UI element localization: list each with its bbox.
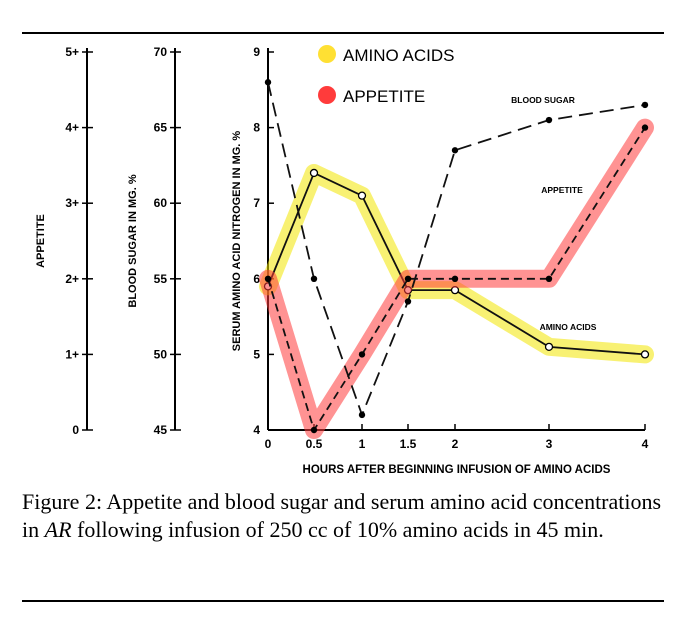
data-point-blood-sugar bbox=[264, 79, 272, 86]
axis-tick-label-appetite: 4+ bbox=[65, 121, 79, 135]
axis-tick-label-amino_nitrogen: 7 bbox=[253, 196, 260, 210]
data-point-blood-sugar bbox=[545, 116, 553, 124]
data-point-appetite bbox=[451, 275, 459, 282]
x-tick-label: 0 bbox=[265, 437, 272, 451]
axis-label-amino_nitrogen: SERUM AMINO ACID NITROGEN IN MG. % bbox=[231, 131, 243, 352]
axis-tick-label-amino_nitrogen: 6 bbox=[253, 272, 260, 286]
caption-italic: AR bbox=[44, 517, 72, 542]
axis-label-appetite: APPETITE bbox=[35, 214, 47, 268]
axis-tick-label-appetite: 0 bbox=[72, 423, 79, 437]
annotation-blood-sugar: BLOOD SUGAR bbox=[511, 95, 575, 105]
axis-tick-label-appetite: 3+ bbox=[65, 196, 79, 210]
data-point-amino-acids bbox=[544, 342, 554, 351]
data-point-appetite bbox=[404, 275, 412, 282]
annotation-appetite: APPETITE bbox=[541, 185, 583, 195]
annotation-amino-acids: AMINO ACIDS bbox=[540, 322, 597, 332]
data-point-amino-acids bbox=[309, 168, 319, 178]
legend-swatch-amino-acids bbox=[318, 45, 336, 63]
data-point-appetite bbox=[358, 351, 366, 358]
data-point-blood-sugar bbox=[310, 275, 318, 282]
axis-tick-label-blood_sugar: 45 bbox=[154, 423, 168, 437]
data-point-amino-acids bbox=[357, 191, 367, 200]
data-point-blood-sugar bbox=[358, 411, 366, 419]
axis-tick-label-appetite: 5+ bbox=[65, 45, 79, 59]
data-point-appetite bbox=[264, 275, 272, 282]
data-point-amino-acids bbox=[640, 350, 650, 359]
legend-label-amino-acids: AMINO ACIDS bbox=[343, 46, 454, 65]
x-tick-label: 2 bbox=[452, 437, 459, 451]
series-line-blood-sugar bbox=[267, 82, 646, 418]
data-point-appetite bbox=[545, 275, 553, 282]
data-point-appetite bbox=[310, 426, 318, 434]
x-tick-label: 0.5 bbox=[306, 437, 323, 451]
x-tick-label: 4 bbox=[642, 437, 649, 451]
axis-tick-label-amino_nitrogen: 9 bbox=[253, 45, 260, 59]
data-point-appetite bbox=[641, 124, 649, 131]
x-tick-label: 1.5 bbox=[400, 437, 417, 451]
legend-label-appetite: APPETITE bbox=[343, 87, 425, 106]
axis-tick-label-blood_sugar: 55 bbox=[154, 272, 168, 286]
axis-tick-label-blood_sugar: 70 bbox=[154, 45, 168, 59]
axis-tick-label-blood_sugar: 60 bbox=[154, 196, 168, 210]
axis-tick-label-amino_nitrogen: 5 bbox=[253, 347, 260, 361]
x-tick-label: 1 bbox=[359, 437, 366, 451]
data-point-blood-sugar bbox=[404, 298, 412, 305]
axis-tick-label-amino_nitrogen: 8 bbox=[253, 121, 260, 135]
axis-tick-label-amino_nitrogen: 4 bbox=[253, 423, 260, 437]
figure-caption: Figure 2: Appetite and blood sugar and s… bbox=[22, 488, 667, 544]
legend-swatch-appetite bbox=[318, 86, 336, 104]
axis-tick-label-appetite: 2+ bbox=[65, 272, 79, 286]
axis-tick-label-appetite: 1+ bbox=[65, 347, 79, 361]
bottom-rule bbox=[22, 600, 664, 602]
axis-label-blood_sugar: BLOOD SUGAR IN MG. % bbox=[127, 174, 139, 307]
data-point-blood-sugar bbox=[451, 147, 459, 154]
axis-tick-label-blood_sugar: 65 bbox=[154, 121, 168, 135]
series-group bbox=[259, 79, 654, 439]
top-rule bbox=[22, 32, 664, 34]
x-tick-label: 3 bbox=[546, 437, 553, 451]
axis-tick-label-blood_sugar: 50 bbox=[154, 347, 168, 361]
caption-suffix: following infusion of 250 cc of 10% amin… bbox=[71, 517, 604, 542]
x-axis-label: HOURS AFTER BEGINNING INFUSION OF AMINO … bbox=[303, 464, 611, 476]
caption-prefix: Figure 2: Appetite and blood sugar and s… bbox=[22, 489, 667, 542]
data-point-blood-sugar bbox=[641, 101, 649, 109]
